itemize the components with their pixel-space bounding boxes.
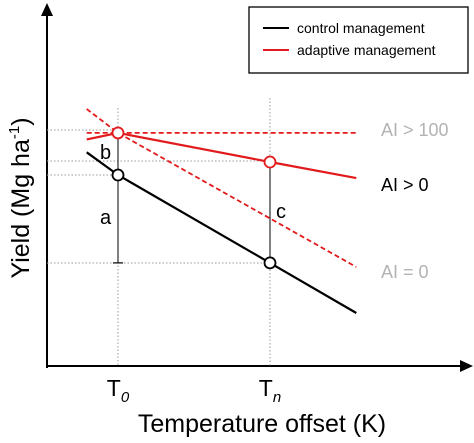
control-management-line (86, 151, 357, 314)
legend-label-control: control management (297, 20, 425, 36)
x-tick-tn-main: T (259, 375, 273, 401)
y-axis-title-close: ) (7, 117, 35, 125)
x-ticks: T0 Tn (107, 375, 281, 406)
adaptive-marker-tn (263, 155, 277, 169)
x-axis-title: Temperature offset (K) (138, 410, 386, 438)
x-tick-tn-subscript: n (273, 389, 281, 406)
x-tick-label-tn: Tn (259, 375, 281, 406)
y-axis-title: Yield (Mg ha-1) (6, 117, 35, 278)
label-ai-over-0: AI > 0 (381, 175, 429, 195)
control-marker-tn (263, 256, 277, 270)
label-ai-equals-0: AI = 0 (381, 262, 429, 282)
bracket-label-c: c (276, 201, 286, 223)
bracket-label-b: b (100, 142, 111, 164)
marker-layer (111, 126, 277, 270)
x-tick-t0-main: T (107, 375, 121, 401)
x-axis-arrowhead (460, 360, 473, 372)
region-labels: AI > 100 AI > 0 AI = 0 (381, 120, 449, 282)
adaptive-marker-t0 (111, 126, 125, 140)
adaptive-management-line (86, 131, 357, 180)
control-marker-t0 (111, 168, 125, 182)
series-layer (86, 108, 357, 314)
bracket-label-a: a (100, 207, 112, 229)
y-axis-arrowhead (41, 3, 53, 16)
bracket-letters: b a c (100, 142, 286, 229)
legend-box (248, 6, 469, 74)
x-tick-t0-subscript: 0 (121, 389, 130, 406)
axes (41, 3, 473, 372)
x-tick-label-t0: T0 (107, 375, 130, 406)
y-axis-title-main: Yield (Mg ha (7, 139, 35, 279)
legend: control management adaptive management (248, 6, 469, 74)
bracket-layer (113, 132, 271, 264)
legend-label-adaptive: adaptive management (297, 42, 436, 58)
reference-lines (47, 98, 271, 366)
y-axis-title-superscript: -1 (6, 126, 23, 139)
label-ai-over-100: AI > 100 (381, 120, 449, 140)
